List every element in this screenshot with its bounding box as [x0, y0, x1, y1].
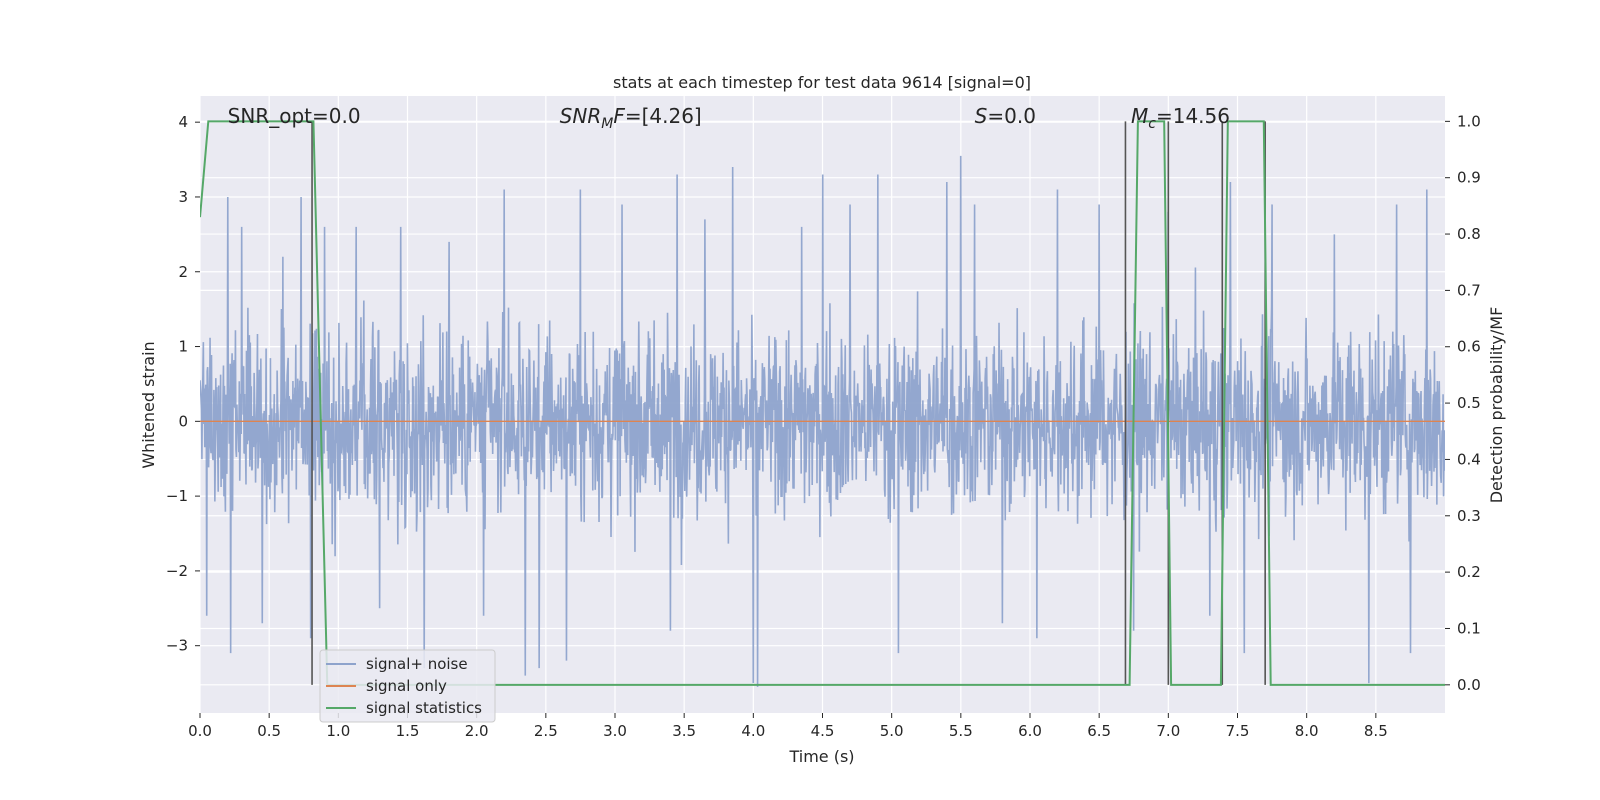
- legend: signal+ noise signal only signal statistic…: [319, 649, 496, 723]
- y-right-tick-label-6: 0.4: [1457, 450, 1481, 468]
- x-axis-label: Time (s): [788, 747, 854, 766]
- y-left-tick-label-0: 4: [178, 113, 188, 131]
- y-ticks-right: 1.0 0.9 0.8 0.7 0.6 0.5 0.4 0.3 0.2 0.1 0.0: [1445, 112, 1481, 694]
- x-tick-label-4: 2.0: [465, 722, 489, 740]
- y-right-tick-label-7: 0.3: [1457, 507, 1481, 525]
- legend-box: [319, 649, 496, 723]
- x-tick-label-8: 4.0: [741, 722, 765, 740]
- x-tick-label-10: 5.0: [880, 722, 904, 740]
- legend-label-2: signal statistics: [366, 699, 482, 717]
- x-tick-label-2: 1.0: [326, 722, 350, 740]
- y-right-tick-label-10: 0.0: [1457, 676, 1481, 694]
- y-left-tick-label-1: 3: [178, 188, 188, 206]
- x-ticks: 0.0 0.5 1.0 1.5 2.0 2.5 3.0 3.5 4.0 4.5 5.0 5.5 6.0 6…: [188, 713, 1388, 740]
- x-tick-label-6: 3.0: [603, 722, 627, 740]
- y-left-tick-label-4: 0: [178, 412, 188, 430]
- x-tick-label-14: 7.0: [1156, 722, 1180, 740]
- y-right-tick-label-4: 0.6: [1457, 338, 1481, 356]
- y-left-tick-label-5: −1: [166, 487, 188, 505]
- y-right-tick-label-0: 1.0: [1457, 112, 1481, 130]
- y-axis-label-left: Whitened strain: [139, 341, 158, 468]
- x-tick-label-12: 6.0: [1018, 722, 1042, 740]
- y-axis-label-right: Detection probability/MF: [1487, 307, 1506, 504]
- chart-title: stats at each timestep for test data 961…: [613, 73, 1031, 92]
- annotation-snr-mf: SNRMF=[4.26]: [560, 104, 702, 132]
- x-tick-label-15: 7.5: [1226, 722, 1250, 740]
- x-tick-label-5: 2.5: [534, 722, 558, 740]
- y-right-tick-label-8: 0.2: [1457, 563, 1481, 581]
- y-right-tick-label-2: 0.8: [1457, 225, 1481, 243]
- y-left-tick-label-6: −2: [166, 562, 188, 580]
- plot-series: [200, 120, 1445, 687]
- x-tick-label-7: 3.5: [672, 722, 696, 740]
- series-signal-statistics: [200, 120, 1445, 686]
- y-right-tick-label-9: 0.1: [1457, 619, 1481, 637]
- y-left-tick-label-7: −3: [166, 637, 188, 655]
- x-tick-label-0: 0.0: [188, 722, 212, 740]
- annotation-s: S=0.0: [975, 104, 1036, 128]
- y-right-tick-label-5: 0.5: [1457, 394, 1481, 412]
- x-tick-label-17: 8.5: [1364, 722, 1388, 740]
- x-tick-label-1: 0.5: [257, 722, 281, 740]
- x-tick-label-9: 4.5: [811, 722, 835, 740]
- series-signal-noise: [200, 155, 1445, 687]
- x-tick-label-16: 8.0: [1295, 722, 1319, 740]
- legend-label-0: signal+ noise: [366, 655, 468, 673]
- x-tick-label-11: 5.5: [949, 722, 973, 740]
- legend-label-1: signal only: [366, 677, 447, 695]
- annotation-snr-opt: SNR_opt=0.0: [228, 104, 361, 128]
- annotations: SNR_opt=0.0 SNRMF=[4.26] S=0.0 Mc=14.56: [228, 104, 1230, 132]
- y-right-tick-label-1: 0.9: [1457, 169, 1481, 187]
- y-ticks-left: 4 3 2 1 0 −1 −2 −3: [166, 113, 200, 655]
- x-tick-label-13: 6.5: [1087, 722, 1111, 740]
- y-left-tick-label-3: 1: [178, 338, 188, 356]
- y-left-tick-label-2: 2: [178, 263, 188, 281]
- y-right-tick-label-3: 0.7: [1457, 281, 1481, 299]
- annotation-mc: Mc=14.56: [1131, 104, 1230, 132]
- x-tick-label-3: 1.5: [396, 722, 420, 740]
